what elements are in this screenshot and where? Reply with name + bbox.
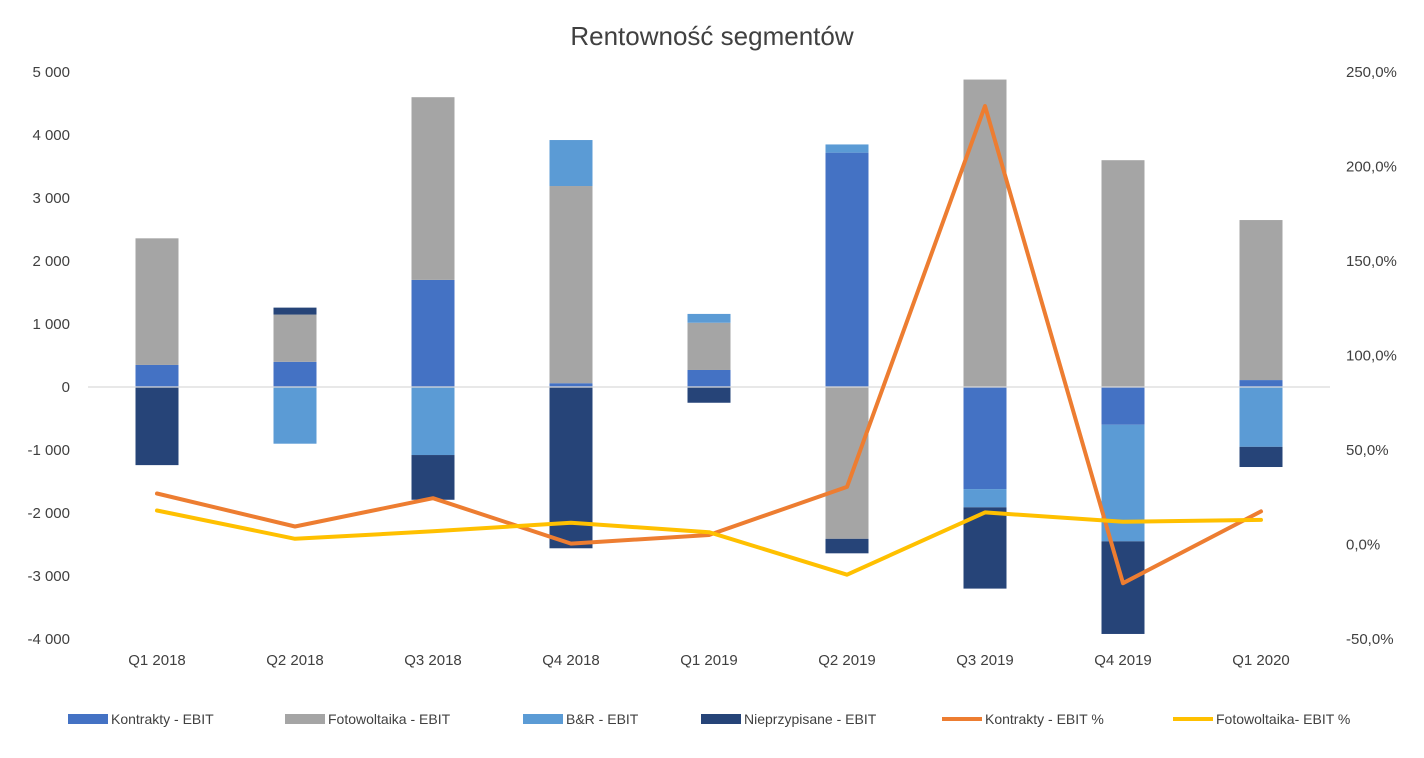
x-tick-label: Q3 2019: [956, 652, 1014, 669]
bar: [411, 387, 455, 456]
bar: [135, 364, 179, 387]
bar: [135, 238, 179, 365]
x-tick-label: Q3 2018: [404, 652, 462, 669]
left-tick-label: -4 000: [27, 631, 70, 648]
bar: [687, 313, 731, 323]
bar: [273, 387, 317, 444]
x-tick-label: Q2 2018: [266, 652, 324, 669]
x-tick-label: Q4 2018: [542, 652, 600, 669]
legend-label: B&R - EBIT: [566, 711, 639, 727]
legend-label: Fotowoltaika - EBIT: [328, 711, 451, 727]
bar: [825, 387, 869, 539]
series-line: [155, 508, 1263, 577]
legend-label: Kontrakty - EBIT %: [985, 711, 1104, 727]
legend: Kontrakty - EBIT Fotowoltaika - EBIT B&R -…: [68, 711, 1350, 727]
bar: [411, 97, 455, 280]
left-tick-label: 4 000: [32, 127, 70, 144]
bar: [549, 383, 593, 387]
left-tick-label: -1 000: [27, 442, 70, 459]
bar: [1239, 387, 1283, 447]
legend-swatch: [285, 714, 325, 724]
bar: [411, 279, 455, 387]
legend-label: Kontrakty - EBIT: [111, 711, 214, 727]
bar: [273, 314, 317, 362]
bar: [1239, 220, 1283, 381]
right-tick-label: 0,0%: [1346, 537, 1380, 554]
right-tick-label: 250,0%: [1346, 64, 1397, 81]
left-tick-label: -3 000: [27, 568, 70, 585]
right-tick-label: 50,0%: [1346, 442, 1389, 459]
legend-swatch: [68, 714, 108, 724]
x-axis: Q1 2018 Q2 2018 Q3 2018 Q4 2018 Q1 2019 Q2 20…: [128, 652, 1290, 669]
bar: [963, 489, 1007, 508]
x-tick-label: Q1 2018: [128, 652, 186, 669]
left-axis: 5 000 4 000 3 000 2 000 1 000 0 -1 000 -2 000 -3…: [27, 64, 70, 648]
bars: [135, 79, 1283, 634]
bar: [1239, 446, 1283, 468]
lines: [155, 104, 1263, 586]
bar: [1101, 541, 1145, 634]
chart-title: Rentowność segmentów: [570, 21, 853, 51]
bar: [963, 387, 1007, 490]
legend-label: Nieprzypisane - EBIT: [744, 711, 877, 727]
x-tick-label: Q1 2020: [1232, 652, 1290, 669]
left-tick-label: 5 000: [32, 64, 70, 81]
right-tick-label: 100,0%: [1346, 348, 1397, 365]
bar: [549, 186, 593, 384]
x-tick-label: Q4 2019: [1094, 652, 1152, 669]
legend-swatch: [701, 714, 741, 724]
right-axis: 250,0% 200,0% 150,0% 100,0% 50,0% 0,0% -50,0%: [1346, 64, 1397, 648]
left-tick-label: 3 000: [32, 190, 70, 207]
bar: [549, 140, 593, 187]
bar: [687, 369, 731, 387]
right-tick-label: 150,0%: [1346, 253, 1397, 270]
bar: [411, 455, 455, 500]
x-tick-label: Q1 2019: [680, 652, 738, 669]
left-tick-label: 1 000: [32, 316, 70, 333]
bar: [687, 387, 731, 403]
right-tick-label: -50,0%: [1346, 631, 1394, 648]
series-line: [155, 104, 1263, 586]
bar: [825, 538, 869, 554]
bar: [963, 79, 1007, 387]
bar: [1101, 160, 1145, 387]
bar: [135, 387, 179, 466]
bar: [825, 144, 869, 153]
bar: [273, 307, 317, 315]
x-tick-label: Q2 2019: [818, 652, 876, 669]
bar: [687, 322, 731, 370]
left-tick-label: 2 000: [32, 253, 70, 270]
left-tick-label: -2 000: [27, 505, 70, 522]
legend-label: Fotowoltaika- EBIT %: [1216, 711, 1350, 727]
left-tick-label: 0: [62, 379, 70, 396]
right-tick-label: 200,0%: [1346, 159, 1397, 176]
bar: [1239, 380, 1283, 387]
bar: [825, 152, 869, 387]
bar: [1101, 387, 1145, 425]
legend-swatch: [523, 714, 563, 724]
bar: [273, 361, 317, 387]
bar: [1101, 424, 1145, 542]
